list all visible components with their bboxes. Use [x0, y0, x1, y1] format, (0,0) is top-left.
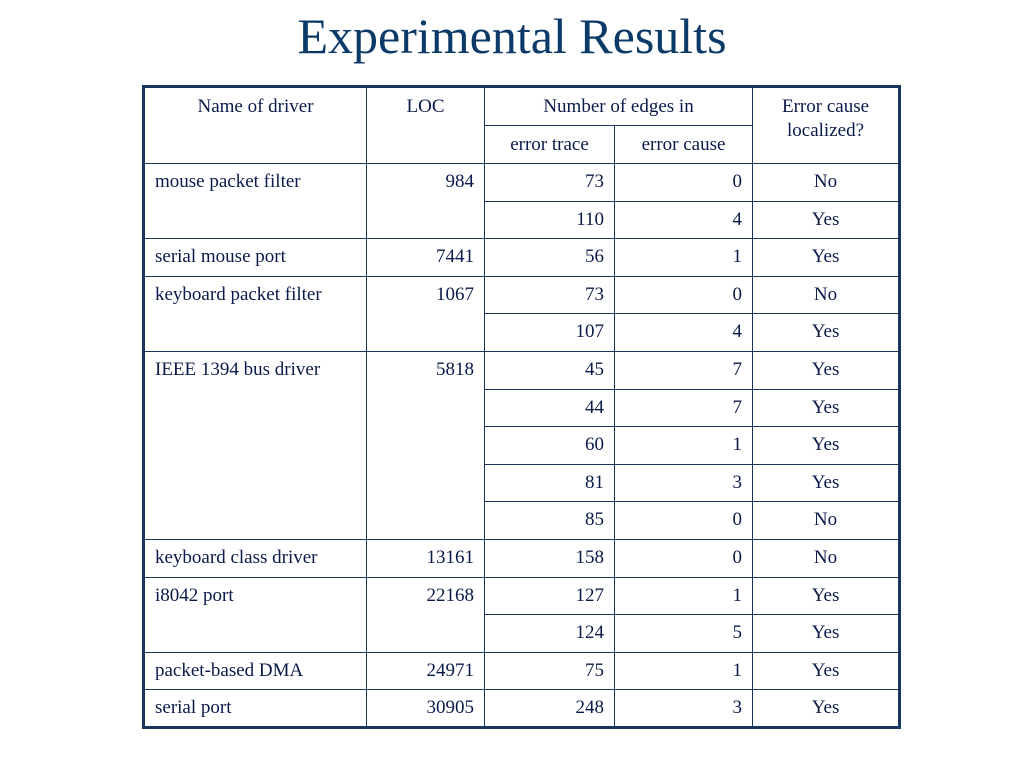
slide-title: Experimental Results [297, 8, 727, 64]
header-driver-name: Name of driver [143, 86, 367, 164]
driver-name-cell: IEEE 1394 bus driver [143, 350, 367, 540]
error-cause-cell: 1 [613, 651, 754, 691]
error-cause-cell: 3 [613, 463, 754, 503]
header-loc: LOC [366, 86, 485, 164]
error-trace-cell: 127 [484, 576, 615, 616]
table-row: IEEE 1394 bus driver 5818 45 7 Yes [143, 350, 901, 540]
error-cause-cell: 7 [613, 350, 754, 390]
loc-cell: 5818 [366, 350, 485, 540]
localized-cell: Yes [752, 614, 901, 653]
driver-name-cell: mouse packet filter [143, 162, 367, 240]
driver-name-cell: keyboard class driver [143, 538, 367, 578]
localized-cell: No [752, 163, 901, 202]
localized-cell: Yes [752, 388, 901, 428]
error-cause-cell: 1 [613, 426, 754, 465]
error-trace-cell: 56 [484, 238, 615, 277]
error-trace-cell: 85 [484, 501, 615, 540]
error-trace-cell: 248 [484, 689, 615, 728]
localized-cell: Yes [752, 576, 901, 616]
results-table: Name of driver LOC Number of edges in Er… [142, 85, 902, 729]
header-error-trace: error trace [484, 125, 615, 164]
localized-cell: Yes [752, 463, 901, 503]
error-cause-cell: 4 [613, 313, 754, 352]
loc-cell: 7441 [366, 238, 485, 277]
loc-cell: 22168 [366, 576, 485, 653]
driver-name-cell: serial mouse port [143, 238, 367, 277]
error-cause-cell: 0 [613, 538, 754, 578]
error-trace-cell: 110 [484, 200, 615, 240]
subheader-row: error trace error cause [144, 125, 900, 164]
error-trace-cell: 107 [484, 313, 615, 352]
table-row: keyboard class driver 13161 158 0 No [143, 538, 901, 578]
table-row: serial port 30905 248 3 Yes [143, 689, 901, 728]
error-trace-cell: 158 [484, 538, 615, 578]
loc-cell: 24971 [366, 651, 485, 691]
error-trace-cell: 73 [484, 163, 615, 202]
localized-cell: No [752, 538, 901, 578]
driver-name-cell: keyboard packet filter [143, 275, 367, 352]
error-cause-cell: 4 [613, 200, 754, 240]
loc-cell: 30905 [366, 689, 485, 728]
table-row: 110 4 Yes [144, 200, 901, 240]
localized-cell: Yes [752, 200, 901, 240]
table-row: 44 7 Yes [144, 388, 901, 428]
error-cause-cell: 0 [613, 275, 754, 315]
error-trace-cell: 124 [484, 614, 615, 653]
driver-name-cell: packet-based DMA [143, 651, 367, 691]
loc-cell: 13161 [366, 538, 485, 578]
loc-cell: 984 [366, 162, 485, 240]
error-cause-cell: 3 [613, 689, 754, 728]
localized-cell: Yes [752, 426, 901, 465]
table-row: keyboard packet filter 1067 73 0 No [143, 275, 901, 352]
error-cause-cell: 1 [613, 238, 754, 277]
table-row: 85 0 No [144, 501, 901, 540]
table-row: 107 4 Yes [144, 313, 901, 352]
localized-cell: Yes [752, 238, 901, 277]
localized-cell: Yes [752, 689, 901, 728]
error-cause-cell: 7 [613, 388, 754, 428]
localized-cell: Yes [752, 651, 901, 691]
table-row: 60 1 Yes [144, 426, 901, 465]
error-cause-cell: 5 [613, 614, 754, 653]
error-trace-cell: 45 [484, 350, 615, 390]
error-trace-cell: 73 [484, 275, 615, 315]
error-trace-cell: 75 [484, 651, 615, 691]
localized-cell: No [752, 501, 901, 540]
header-error-cause: error cause [613, 125, 754, 164]
table-row: i8042 port 22168 127 1 Yes [143, 576, 901, 653]
driver-name-cell: i8042 port [143, 576, 367, 653]
error-cause-cell: 1 [613, 576, 754, 616]
table-row: 81 3 Yes [144, 463, 901, 503]
error-cause-cell: 0 [613, 163, 754, 202]
table-row: serial mouse port 7441 56 1 Yes [143, 238, 901, 277]
table-row: packet-based DMA 24971 75 1 Yes [143, 651, 901, 691]
header-edges-group: Number of edges in [483, 86, 754, 126]
error-trace-cell: 81 [484, 463, 615, 503]
loc-cell: 1067 [366, 275, 485, 352]
results-body: mouse packet filter 984 73 0 No 110 4 Yes serial… [143, 162, 901, 728]
error-cause-cell: 0 [613, 501, 754, 540]
localized-cell: Yes [752, 350, 901, 390]
error-trace-cell: 44 [484, 388, 615, 428]
header-row: Name of driver LOC Number of edges in Er… [143, 86, 901, 164]
table-row: mouse packet filter 984 73 0 No [143, 162, 901, 240]
localized-cell: No [752, 275, 901, 315]
error-trace-cell: 60 [484, 426, 615, 465]
driver-name-cell: serial port [143, 689, 367, 728]
header-localized: Error cause localized? [752, 86, 901, 164]
localized-cell: Yes [752, 313, 901, 352]
